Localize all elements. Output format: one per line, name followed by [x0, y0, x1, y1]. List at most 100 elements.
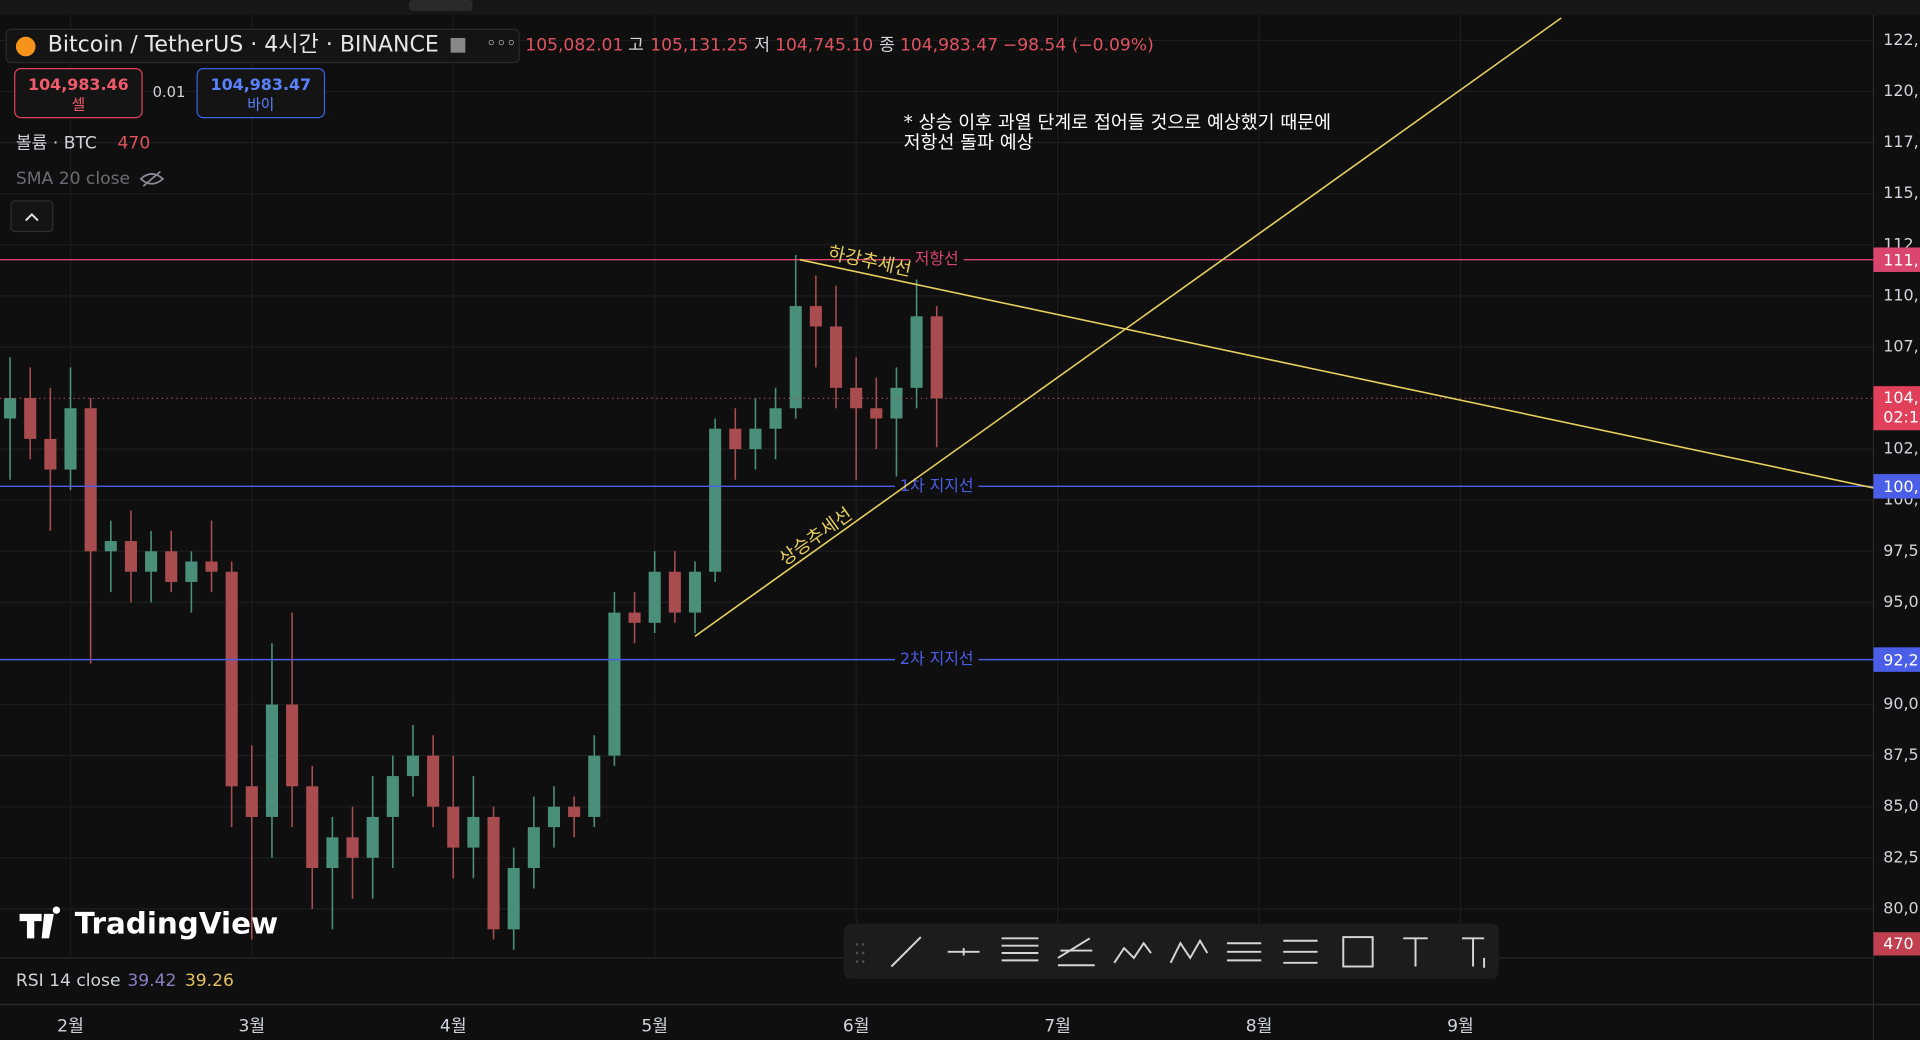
candle-body — [850, 387, 863, 409]
y-tick-label: 95,0 — [1883, 592, 1918, 611]
candle-body — [386, 776, 399, 817]
range-tool[interactable] — [1226, 942, 1262, 962]
ray-tool[interactable] — [947, 948, 980, 956]
symbol-box[interactable] — [5, 28, 520, 64]
x-tick-label: 7월 — [1044, 1017, 1071, 1037]
spread: 0.01 — [153, 84, 186, 101]
candle-body — [467, 816, 480, 848]
collapse-button[interactable] — [10, 200, 54, 233]
ui: Bitcoin / TetherUS · 4시간 · BINANCE ◦◦◦ 1… — [5, 28, 1499, 991]
text-tool[interactable] — [1403, 937, 1428, 967]
candle-body — [306, 786, 319, 869]
more-icon[interactable]: ◦◦◦ — [486, 34, 516, 54]
rsi-label: RSI 14 close — [16, 971, 121, 991]
y-tick-label: 115, — [1883, 183, 1918, 202]
grid — [0, 14, 1874, 956]
volume-badge — [1873, 932, 1920, 956]
eye-hidden-icon[interactable] — [139, 170, 165, 187]
volume-label: 볼륨 · BTC — [16, 133, 97, 153]
y-tick-label: 80,0 — [1883, 898, 1918, 917]
tab[interactable] — [408, 0, 473, 12]
logo-text: TradingView — [75, 906, 278, 940]
abc-tool[interactable] — [1169, 938, 1209, 964]
pattern-tool[interactable] — [1113, 941, 1152, 964]
ohlc-low-label: 저 — [754, 35, 770, 55]
candle-body — [688, 571, 702, 613]
top-strip — [0, 0, 1920, 15]
x-tick-label: 4월 — [440, 1017, 467, 1037]
ohlc-high: 105,131.25 — [650, 35, 748, 55]
rectangle-tool[interactable] — [1342, 936, 1374, 968]
flag-icon[interactable] — [450, 37, 466, 53]
buy-label[interactable]: 바이 — [247, 96, 274, 113]
y-tick-label: 120, — [1883, 81, 1918, 100]
candle-body — [487, 816, 500, 930]
anchored-text-tool[interactable] — [1462, 937, 1486, 968]
x-tick-label: 3월 — [238, 1017, 265, 1037]
sell-label[interactable]: 셀 — [72, 96, 86, 113]
level-badge-label: 100, — [1883, 477, 1918, 496]
sell-price[interactable]: 104,983.46 — [28, 75, 129, 94]
last-price-badge — [1873, 386, 1920, 431]
y-tick-label: 110, — [1883, 285, 1918, 304]
candle-body — [769, 408, 782, 429]
candle-body — [406, 755, 420, 777]
level-label-bg — [894, 649, 979, 670]
candle-body — [265, 704, 278, 817]
candle-body — [64, 408, 77, 470]
x-tick-label: 2월 — [57, 1017, 84, 1037]
candle-body — [145, 551, 158, 572]
candle-body — [44, 438, 57, 470]
symbol[interactable]: Bitcoin / TetherUS · 4시간 · BINANCE — [48, 32, 439, 57]
x-tick-label: 8월 — [1246, 1017, 1273, 1037]
rsi-value: 39.42 — [127, 971, 176, 991]
channel-tool[interactable] — [1057, 937, 1095, 967]
level-badge — [1873, 647, 1920, 672]
candle-body — [729, 428, 742, 450]
drag-handle[interactable] — [856, 943, 865, 963]
candle-body — [527, 827, 540, 869]
candle-body — [286, 704, 299, 787]
y-tick-label: 117, — [1883, 132, 1918, 151]
x-tick-label: 6월 — [843, 1017, 870, 1037]
candle-body — [104, 541, 117, 552]
collapse-icon — [25, 212, 39, 222]
sell-button[interactable] — [14, 67, 143, 119]
y-tick-label: 122, — [1883, 30, 1918, 49]
x-tick-label: 9월 — [1447, 1017, 1474, 1037]
candle-body — [709, 428, 722, 572]
drawing-toolbar — [843, 923, 1499, 979]
ohlc-low: 104,745.10 — [775, 35, 873, 55]
ohlc-change: −98.54 (−0.09%) — [1003, 35, 1154, 55]
candle-body — [165, 551, 178, 582]
bitcoin-icon — [15, 36, 36, 57]
x-tick-label: 5월 — [641, 1017, 668, 1037]
candle-body — [829, 326, 843, 388]
trendline — [799, 258, 1874, 489]
candle-body — [588, 755, 601, 817]
logo-icon — [19, 906, 61, 939]
candle-body — [4, 398, 17, 419]
candle-body — [447, 806, 460, 848]
y-tick-label: 87,5 — [1883, 745, 1918, 764]
level-badge-label: 92,2 — [1883, 650, 1918, 669]
level-badge — [1873, 474, 1920, 499]
long-short-tool[interactable] — [1283, 939, 1318, 964]
candle-body — [890, 387, 903, 419]
ohlc-close-label: 종 — [879, 35, 895, 55]
candle-body — [648, 571, 661, 623]
buy-button[interactable] — [196, 67, 326, 119]
buy-price[interactable]: 104,983.47 — [211, 75, 312, 94]
level-badge — [1873, 247, 1920, 272]
fib-tool[interactable] — [1001, 937, 1039, 962]
candle-body — [568, 806, 581, 817]
level-badge-label: 111, — [1883, 250, 1918, 269]
ohlc-high-label: 고 — [628, 35, 644, 55]
trendline-tool[interactable] — [890, 936, 922, 968]
ohlc-close: 104,983.47 — [900, 35, 998, 55]
candle-body — [84, 408, 97, 552]
candle-body — [24, 398, 37, 439]
y-tick-label: 90,0 — [1883, 694, 1918, 713]
